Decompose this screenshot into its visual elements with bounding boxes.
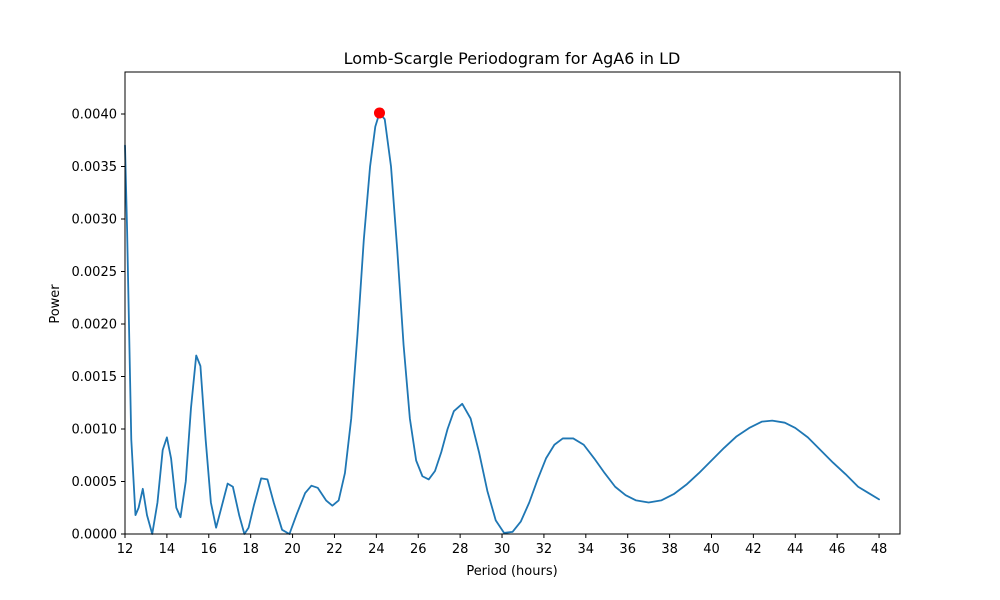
- peak-marker: [373, 107, 385, 119]
- x-tick-label: 48: [871, 542, 888, 557]
- x-tick-label: 12: [117, 542, 134, 557]
- plot-area: [124, 107, 880, 535]
- chart-title: Lomb-Scargle Periodogram for AgA6 in LD: [344, 49, 681, 68]
- x-tick-label: 24: [368, 542, 385, 557]
- x-tick-label: 16: [201, 542, 218, 557]
- y-tick-label: 0.0040: [72, 108, 118, 123]
- x-tick-label: 42: [745, 542, 762, 557]
- x-axis-ticks: 12 14 16 18 20 22 24 26 28 30 32 34 36 38 40 42 44 46 48: [117, 534, 888, 557]
- x-tick-label: 18: [242, 542, 259, 557]
- x-tick-label: 30: [494, 542, 511, 557]
- x-tick-label: 34: [578, 542, 595, 557]
- series-line-0: [124, 112, 880, 535]
- y-tick-label: 0.0035: [72, 160, 118, 175]
- y-tick-label: 0.0025: [72, 265, 118, 280]
- y-tick-label: 0.0020: [72, 318, 118, 333]
- y-tick-label: 0.0030: [72, 213, 118, 228]
- x-tick-label: 20: [284, 542, 301, 557]
- x-axis-label: Period (hours): [466, 564, 557, 579]
- y-tick-label: 0.0000: [72, 528, 118, 543]
- x-tick-label: 46: [829, 542, 846, 557]
- x-tick-label: 28: [452, 542, 469, 557]
- y-axis-label: Power: [48, 284, 63, 324]
- x-tick-label: 14: [159, 542, 176, 557]
- x-tick-label: 22: [326, 542, 343, 557]
- x-tick-label: 36: [619, 542, 636, 557]
- y-axis-ticks: 0.0000 0.0005 0.0010 0.0015 0.0020 0.0025 0.00…: [72, 108, 125, 543]
- x-tick-label: 40: [703, 542, 720, 557]
- x-tick-label: 44: [787, 542, 804, 557]
- y-tick-label: 0.0015: [72, 370, 118, 385]
- axes-frame: [124, 71, 901, 535]
- x-tick-label: 26: [410, 542, 427, 557]
- x-tick-label: 38: [661, 542, 678, 557]
- y-tick-label: 0.0010: [72, 423, 118, 438]
- y-tick-label: 0.0005: [72, 475, 118, 490]
- x-tick-label: 32: [536, 542, 553, 557]
